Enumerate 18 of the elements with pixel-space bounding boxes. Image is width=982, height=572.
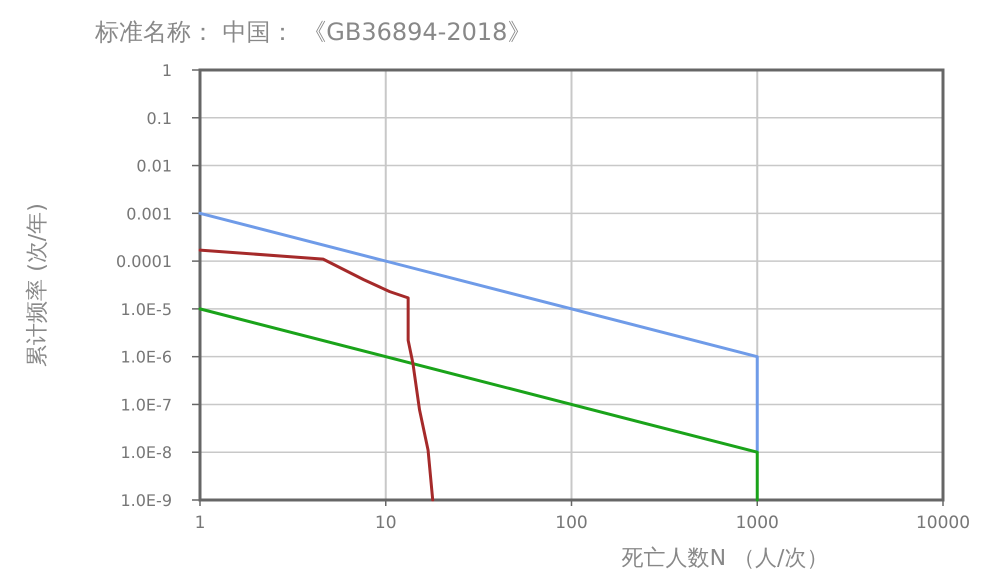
chart-title: 标准名称： 中国： 《GB36894-2018》 — [94, 18, 532, 46]
x-tick-label: 1 — [194, 513, 206, 533]
y-tick-label: 0.1 — [146, 108, 172, 128]
x-axis-title: 死亡人数N （人/次） — [622, 546, 828, 571]
x-tick-label: 100 — [555, 513, 588, 533]
y-tick-label: 1 — [162, 61, 172, 80]
y-tick-label: 0.0001 — [116, 252, 172, 272]
x-tick-label: 10000 — [916, 513, 970, 533]
x-tick-label: 1000 — [736, 513, 779, 533]
y-tick-label: 1.0E-8 — [120, 443, 172, 462]
y-tick-label: 1.0E-7 — [120, 395, 172, 414]
x-tick-label: 10 — [374, 513, 397, 533]
y-tick-label: 0.01 — [136, 156, 172, 176]
y-axis-title: 累计频率 (次/年) — [25, 203, 50, 367]
y-tick-label: 1.0E-9 — [120, 491, 172, 510]
y-tick-label: 1.0E-6 — [120, 348, 172, 367]
y-tick-label: 1.0E-5 — [120, 300, 172, 319]
y-tick-label: 0.001 — [126, 204, 172, 224]
